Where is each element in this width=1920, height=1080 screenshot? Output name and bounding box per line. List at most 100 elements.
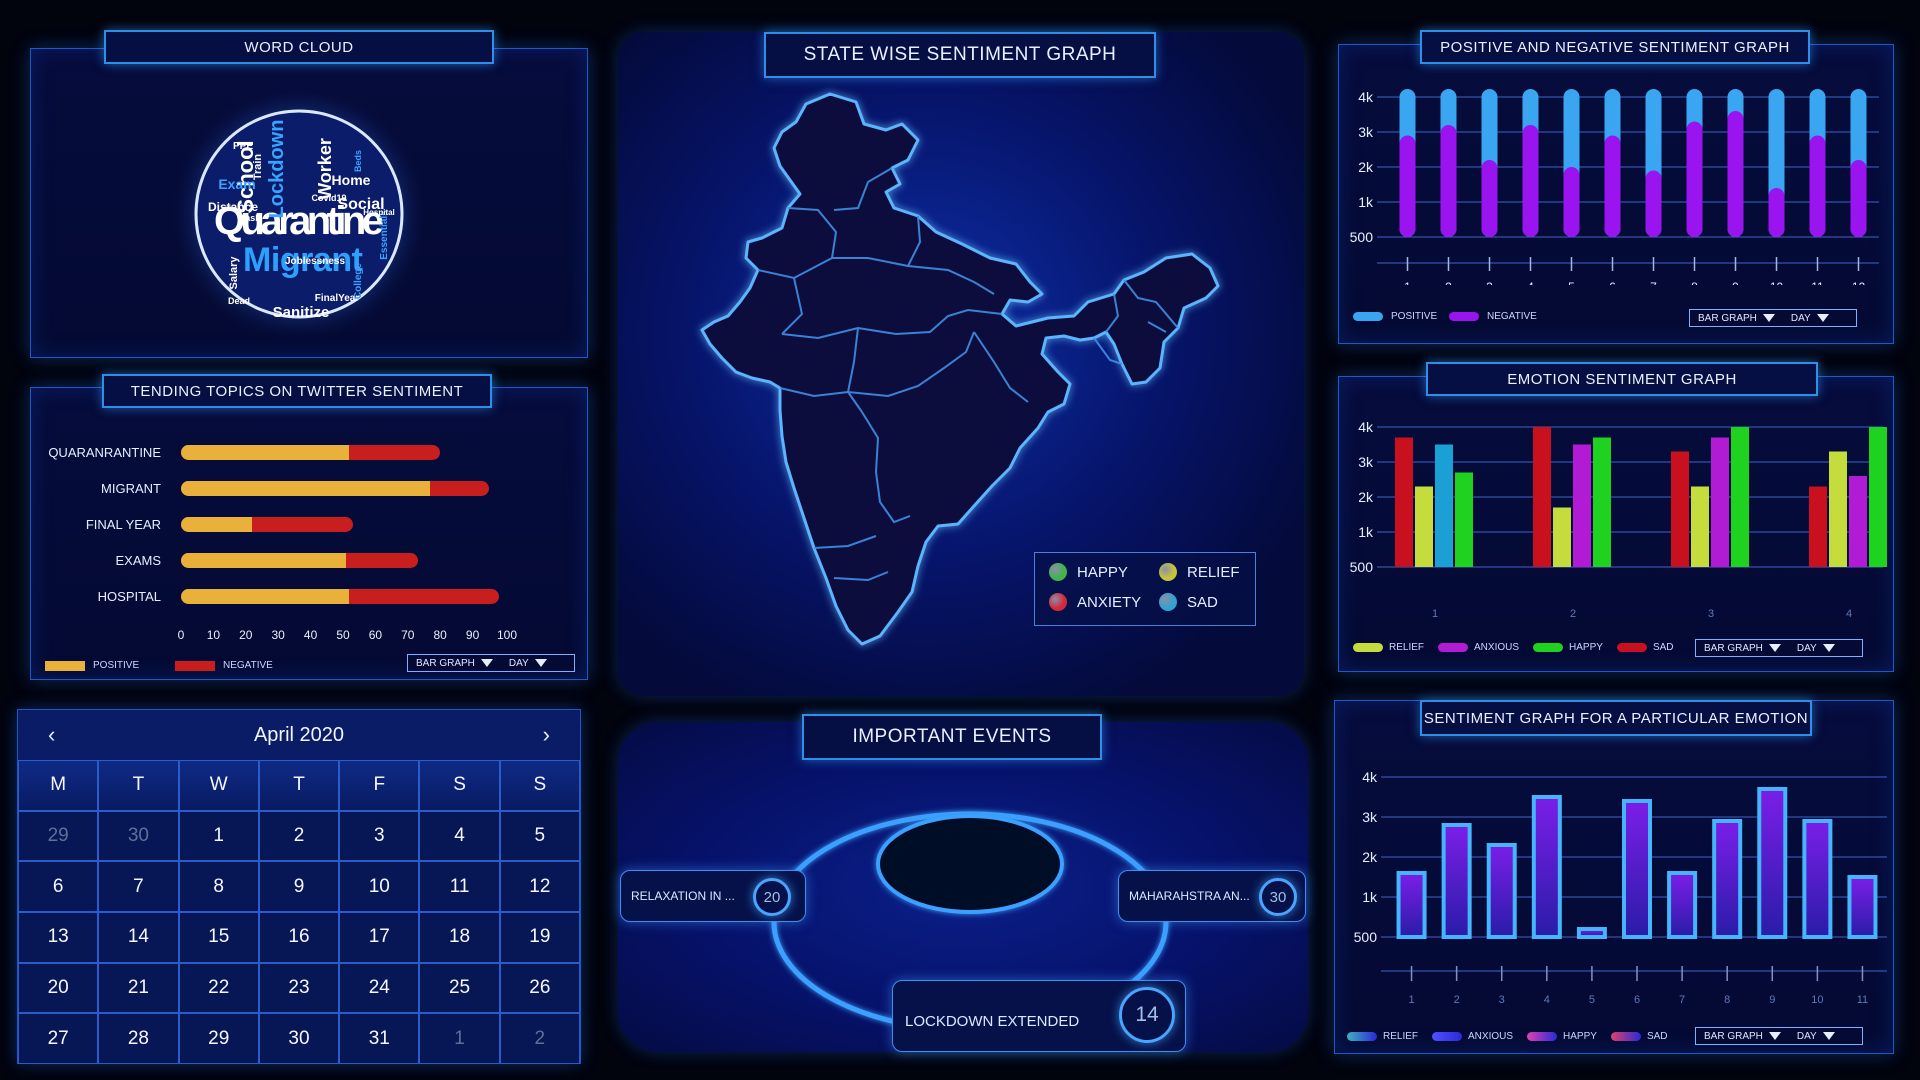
y-tick-label: 3k xyxy=(1362,809,1378,825)
negative-bar xyxy=(1481,160,1498,237)
chevron-down-icon xyxy=(1762,314,1775,322)
calendar-day[interactable]: 8 xyxy=(178,861,259,913)
calendar-weekday: T xyxy=(98,760,179,811)
x-tick-label: 8 xyxy=(1724,994,1730,1006)
x-tick-label: 6 xyxy=(1609,280,1616,285)
x-tick-label: 3 xyxy=(1708,608,1714,620)
x-tick-label: 5 xyxy=(1568,280,1575,285)
calendar-day[interactable]: 31 xyxy=(339,1013,420,1065)
trending-topic-label: MIGRANT xyxy=(101,481,161,496)
posneg-legend-negative: NEGATIVE xyxy=(1449,311,1537,322)
calendar-day[interactable]: 14 xyxy=(98,912,179,963)
negative-bar xyxy=(1604,135,1621,237)
trending-positive-bar xyxy=(181,517,253,532)
emotion-bar xyxy=(1455,472,1473,567)
calendar-day[interactable]: 15 xyxy=(178,912,259,963)
calendar-day[interactable]: 20 xyxy=(18,962,99,1014)
emotion-bar xyxy=(1622,799,1652,939)
legend-item: SAD xyxy=(1610,1031,1668,1042)
calendar-day[interactable]: 23 xyxy=(258,962,340,1014)
calendar-day[interactable]: 16 xyxy=(258,912,340,963)
particular-chart: 4k 3k 2k 1k 500 1 2 3 4 5 6 7 8 9 10 11 xyxy=(1354,769,1887,1006)
calendar-day[interactable]: 3 xyxy=(339,810,420,862)
calendar-day[interactable]: 30 xyxy=(258,1013,340,1065)
emotion-bar xyxy=(1829,451,1847,567)
chevron-down-icon xyxy=(1768,644,1781,652)
calendar-day[interactable]: 17 xyxy=(339,912,420,963)
negative-bar xyxy=(1399,135,1416,237)
word-cloud-word: Covid19 xyxy=(311,193,346,203)
event-relaxation[interactable]: RELAXATION IN ... 20 xyxy=(620,870,806,922)
calendar-day[interactable]: 2 xyxy=(258,810,340,862)
trending-tick: 70 xyxy=(401,628,415,642)
calendar-day[interactable]: 29 xyxy=(18,810,99,862)
calendar-weekday: T xyxy=(258,760,340,811)
event-lockdown-extended[interactable]: LOCKDOWN EXTENDED 14 xyxy=(892,980,1186,1052)
calendar-day[interactable]: 7 xyxy=(98,861,179,913)
chevron-down-icon xyxy=(1768,1032,1781,1040)
emotion-bar xyxy=(1731,427,1749,567)
calendar-day[interactable]: 30 xyxy=(98,810,179,862)
trending-topic-label: FINAL YEAR xyxy=(85,517,161,532)
calendar-day[interactable]: 1 xyxy=(419,1013,500,1065)
word-cloud-word: Train xyxy=(252,154,264,181)
calendar-day[interactable]: 18 xyxy=(419,912,500,963)
calendar-day[interactable]: 9 xyxy=(258,861,340,913)
particular-title: SENTIMENT GRAPH FOR A PARTICULAR EMOTION xyxy=(1420,700,1812,736)
x-tick-label: 7 xyxy=(1650,280,1657,285)
calendar-day[interactable]: 28 xyxy=(98,1013,179,1065)
word-cloud-word: Hospital xyxy=(363,208,395,217)
event-maharashtra[interactable]: MAHARAHSTRA AN... 30 xyxy=(1118,870,1306,922)
india-map[interactable] xyxy=(618,32,1304,696)
emotion-bar xyxy=(1849,476,1867,567)
calendar-prev-button[interactable]: ‹ xyxy=(48,722,56,747)
y-tick-label: 500 xyxy=(1350,229,1374,245)
calendar-day[interactable]: 6 xyxy=(18,861,99,913)
chevron-down-icon xyxy=(1822,644,1835,652)
calendar-day[interactable]: 2 xyxy=(499,1013,580,1065)
calendar-grid: M T W T F S S 29 30 1 2 3 4 5 6 7 8 9 10 11 12 13 14 15 16 17 18 19… xyxy=(18,760,580,1065)
emotion-bar xyxy=(1395,437,1413,567)
negative-bar xyxy=(1686,121,1703,237)
calendar-day[interactable]: 24 xyxy=(339,962,420,1014)
legend-item: ANXIOUS xyxy=(1432,1031,1513,1042)
posneg-graph-selector[interactable]: BAR GRAPH DAY xyxy=(1689,309,1857,327)
legend-item: HAPPY xyxy=(1533,642,1603,653)
trending-legend-positive: POSITIVE xyxy=(45,660,139,671)
calendar-day[interactable]: 1 xyxy=(178,810,259,862)
particular-graph-selector[interactable]: BAR GRAPH DAY xyxy=(1695,1027,1863,1045)
calendar-next-button[interactable]: › xyxy=(542,722,550,747)
calendar-day[interactable]: 12 xyxy=(499,861,580,913)
legend-dot-icon xyxy=(1159,593,1177,611)
trending-graph-selector[interactable]: BAR GRAPH DAY xyxy=(407,654,575,672)
negative-bar xyxy=(1768,188,1785,237)
trending-tick: 80 xyxy=(433,628,447,642)
calendar-day[interactable]: 22 xyxy=(178,962,259,1014)
calendar: ‹ April 2020 › M T W T F S S 29 30 1 2 3 4 5 6 7 8 9 10 11 1… xyxy=(17,709,581,1065)
x-tick-label: 10 xyxy=(1770,280,1784,285)
calendar-day[interactable]: 26 xyxy=(499,962,580,1014)
calendar-day[interactable]: 19 xyxy=(499,912,580,963)
trending-tick: 90 xyxy=(465,628,480,642)
posneg-legend-positive: POSITIVE xyxy=(1353,311,1437,322)
trending-legend-negative: NEGATIVE xyxy=(175,660,273,671)
calendar-month: April 2020 xyxy=(253,723,345,746)
calendar-day[interactable]: 13 xyxy=(18,912,99,963)
calendar-day[interactable]: 27 xyxy=(18,1013,99,1065)
calendar-day[interactable]: 4 xyxy=(419,810,500,862)
emotion-bar xyxy=(1435,444,1453,567)
calendar-day[interactable]: 29 xyxy=(178,1013,259,1065)
negative-bar xyxy=(1440,125,1457,237)
trending-topic-label: HOSPITAL xyxy=(97,589,161,604)
calendar-day[interactable]: 21 xyxy=(98,962,179,1014)
calendar-day[interactable]: 5 xyxy=(499,810,580,862)
trending-tick: 60 xyxy=(368,628,383,642)
emotion-legend: RELIEF ANXIOUS HAPPY SAD xyxy=(1353,642,1682,653)
emotion-graph-selector[interactable]: BAR GRAPH DAY xyxy=(1695,639,1863,657)
calendar-header: ‹ April 2020 › xyxy=(18,710,580,760)
calendar-day[interactable]: 11 xyxy=(419,861,500,913)
x-tick-label: 1 xyxy=(1408,994,1414,1006)
calendar-day[interactable]: 25 xyxy=(419,962,500,1014)
calendar-day[interactable]: 10 xyxy=(339,861,420,913)
word-cloud-word: Migrant xyxy=(243,241,363,279)
